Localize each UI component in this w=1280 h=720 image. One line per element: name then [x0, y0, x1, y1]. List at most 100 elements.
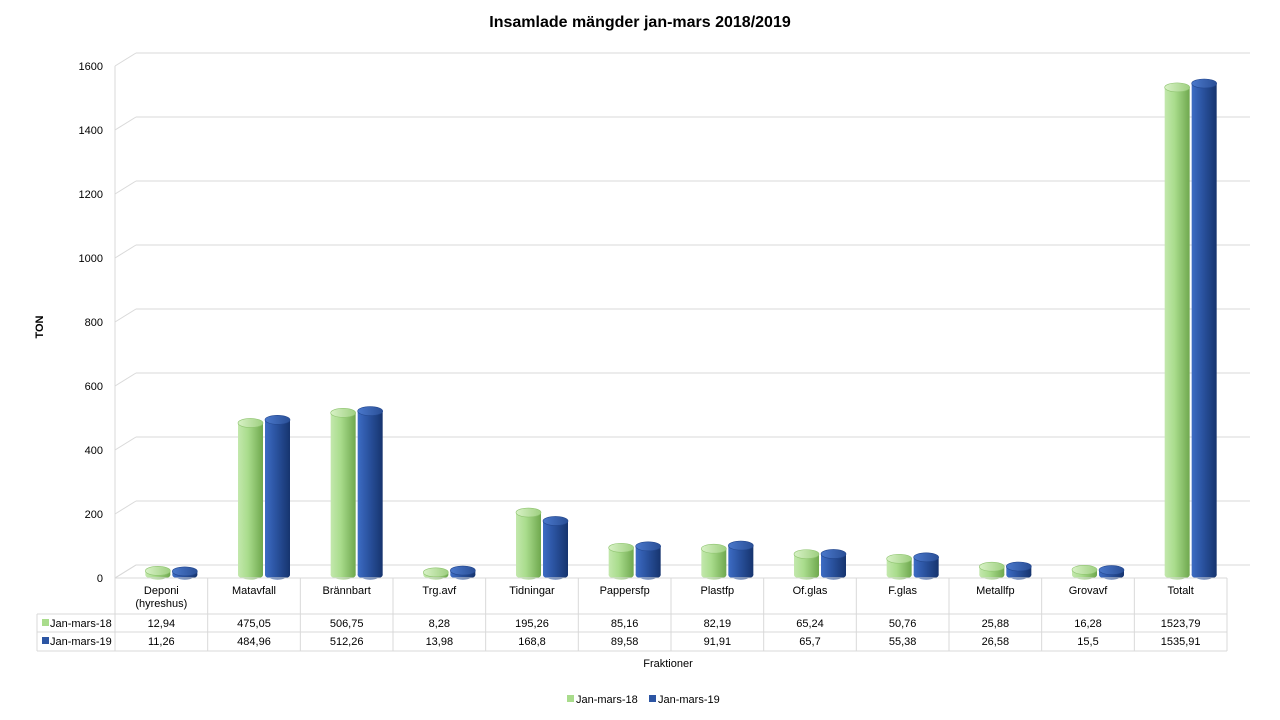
bar-base: [238, 570, 263, 580]
bar: [979, 561, 1005, 580]
bar: [330, 408, 356, 580]
x-category-label: F.glas: [888, 585, 917, 597]
bar-top: [515, 507, 542, 518]
bars: [145, 78, 1217, 580]
bar: [913, 552, 939, 580]
gridline-slant: [114, 372, 137, 387]
y-tick-label: 200: [85, 509, 103, 521]
bar-base: [1006, 570, 1032, 580]
bar: [1164, 82, 1190, 580]
bar-top: [264, 415, 291, 425]
bar-body: [238, 422, 263, 575]
data-label: 512,26: [330, 636, 364, 648]
bar: [515, 507, 542, 580]
chart-title: Insamlade mängder jan-mars 2018/2019: [489, 14, 791, 31]
bar-top: [1098, 565, 1125, 575]
bar-top: [1071, 564, 1098, 575]
bar-body: [913, 557, 939, 575]
bar-top: [728, 540, 754, 551]
data-label: 85,16: [611, 618, 639, 630]
bar: [1006, 561, 1032, 580]
x-category-label: Plastfp: [701, 585, 735, 597]
bar-top: [542, 516, 569, 526]
bar-top: [450, 565, 476, 576]
gridline-slant: [114, 436, 137, 451]
bar-body: [1164, 87, 1190, 575]
series-name: Jan-mars-19: [50, 636, 112, 648]
data-label: 11,26: [148, 636, 175, 648]
x-category-label: Deponi: [144, 585, 179, 597]
x-category-label: Grovavf: [1069, 585, 1108, 597]
bar-top: [701, 543, 727, 554]
bar-body: [330, 412, 356, 575]
bar-top: [979, 561, 1005, 572]
bar: [728, 540, 754, 580]
x-category-label: (hyreshus): [135, 598, 187, 610]
gridline-slant: [114, 52, 137, 67]
x-category-label: Pappersfp: [600, 585, 650, 597]
data-label: 1523,79: [1161, 618, 1201, 630]
bar: [1098, 565, 1125, 580]
data-label: 13,98: [426, 636, 454, 648]
x-category-label: Brännbart: [323, 585, 371, 597]
y-tick-label: 1600: [79, 61, 103, 73]
bar-body: [1191, 83, 1217, 576]
bar: [635, 541, 661, 580]
bar-base: [821, 570, 846, 580]
legend-key: [567, 695, 574, 702]
bar-base: [516, 570, 541, 580]
bar-body: [516, 512, 541, 575]
data-label: 195,26: [515, 618, 549, 630]
data-label: 475,05: [237, 618, 271, 630]
bar-top: [1006, 561, 1032, 572]
bar: [886, 553, 912, 580]
gridlines: [114, 52, 1250, 579]
gridline-slant: [114, 180, 137, 195]
bar-base: [1191, 570, 1217, 580]
bar-base: [265, 570, 290, 580]
data-label: 50,76: [889, 618, 917, 630]
bar-top: [237, 418, 264, 428]
gridline-slant: [114, 244, 137, 259]
bar: [1071, 564, 1098, 580]
bar-base: [1164, 570, 1190, 580]
x-axis-title: Fraktioner: [643, 658, 693, 670]
bar-top: [886, 553, 912, 564]
bar-top: [1191, 78, 1217, 89]
legend: Jan-mars-18 Jan-mars-19: [567, 694, 720, 706]
bar-top: [820, 549, 847, 559]
bar: [450, 565, 476, 580]
x-category-label: Tidningar: [509, 585, 555, 597]
bar-base: [357, 570, 383, 580]
bar-body: [357, 411, 383, 575]
bar-base: [608, 570, 634, 580]
y-tick-label: 600: [85, 381, 103, 393]
bar-top: [608, 542, 634, 553]
bar: [701, 543, 727, 580]
data-label: 484,96: [237, 636, 271, 648]
bar-top: [423, 567, 449, 578]
y-tick-label: 1200: [79, 189, 103, 201]
bar: [608, 542, 634, 580]
bar-top: [330, 408, 356, 418]
y-tick-label: 1400: [79, 125, 103, 137]
bar: [423, 567, 449, 580]
data-label: 8,28: [429, 618, 450, 630]
bar-body: [265, 419, 290, 575]
y-tick-label: 1000: [79, 253, 103, 265]
gridline-slant: [114, 308, 137, 323]
data-label: 506,75: [330, 618, 364, 630]
legend-label: Jan-mars-19: [658, 694, 720, 706]
y-axis-ticks: 0 200 400 600 800 1000 1200 1400 1600: [79, 61, 103, 585]
bar-top: [145, 566, 171, 576]
bar-base: [794, 570, 819, 580]
bar-top: [172, 566, 198, 577]
gridline-slant: [114, 500, 137, 515]
bar: [237, 418, 264, 580]
bar: [793, 549, 820, 580]
bar-base: [701, 570, 727, 580]
bar-base: [635, 570, 661, 580]
bar-top: [635, 541, 661, 552]
bar-body: [728, 545, 754, 575]
